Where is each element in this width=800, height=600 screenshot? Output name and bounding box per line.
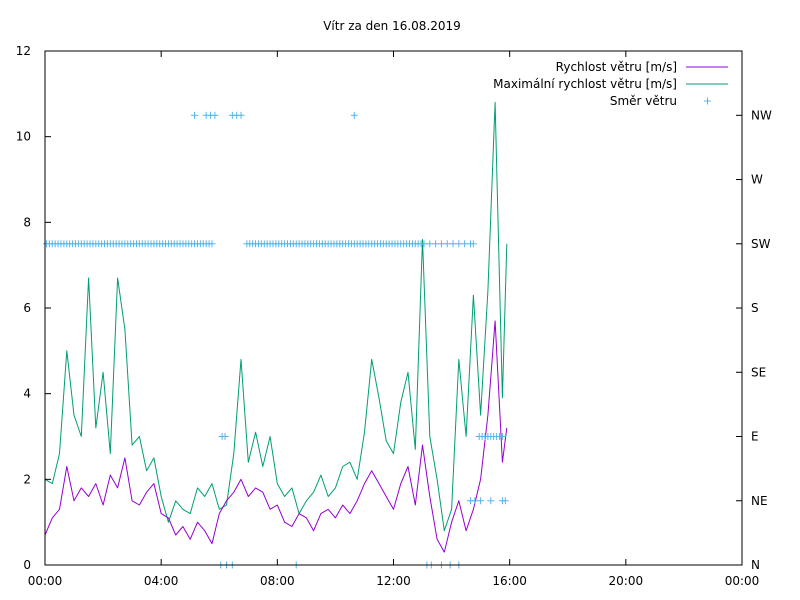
x-tick-label: 16:00: [492, 574, 527, 588]
x-tick-label: 00:00: [725, 574, 760, 588]
direction-point: [191, 111, 199, 119]
y2-tick-label: NW: [751, 108, 772, 122]
x-tick-label: 12:00: [376, 574, 411, 588]
direction-point: [469, 240, 477, 248]
direction-point: [487, 497, 495, 505]
direction-point: [350, 111, 358, 119]
legend-swatch: [704, 97, 711, 105]
legend-label: Směr větru: [610, 94, 677, 108]
speed-series-line: [44, 320, 508, 553]
y-tick-label: 12: [16, 44, 31, 58]
y-tick-label: 8: [23, 215, 31, 229]
y-tick-label: 2: [23, 472, 31, 486]
legend-label: Maximální rychlost větru [m/s]: [493, 77, 677, 91]
y2-tick-label: NE: [751, 494, 768, 508]
y-tick-label: 4: [23, 387, 31, 401]
direction-point: [208, 240, 216, 248]
legend-label: Rychlost větru [m/s]: [556, 60, 677, 74]
x-tick-label: 04:00: [144, 574, 179, 588]
direction-point: [211, 111, 219, 119]
plot-frame: [44, 50, 743, 566]
y2-tick-label: S: [751, 301, 759, 315]
x-tick-label: 00:00: [28, 574, 63, 588]
y2-tick-label: N: [751, 558, 760, 572]
direction-point: [498, 433, 506, 441]
x-tick-label: 08:00: [260, 574, 295, 588]
direction-point: [237, 111, 245, 119]
x-tick-label: 20:00: [609, 574, 644, 588]
y-tick-label: 10: [16, 130, 31, 144]
direction-point: [477, 497, 485, 505]
chart-title: Vítr za den 16.08.2019: [323, 19, 461, 33]
y2-tick-label: E: [751, 430, 759, 444]
direction-point: [221, 433, 229, 441]
legend: Rychlost větru [m/s] Maximální rychlost v…: [493, 60, 728, 108]
y-tick-label: 6: [23, 301, 31, 315]
max-speed-series-line: [44, 101, 508, 532]
direction-point: [501, 497, 509, 505]
y-tick-label: 0: [23, 558, 31, 572]
y2-tick-label: W: [751, 173, 763, 187]
y2-tick-label: SE: [751, 365, 766, 379]
y2-tick-label: SW: [751, 237, 771, 251]
